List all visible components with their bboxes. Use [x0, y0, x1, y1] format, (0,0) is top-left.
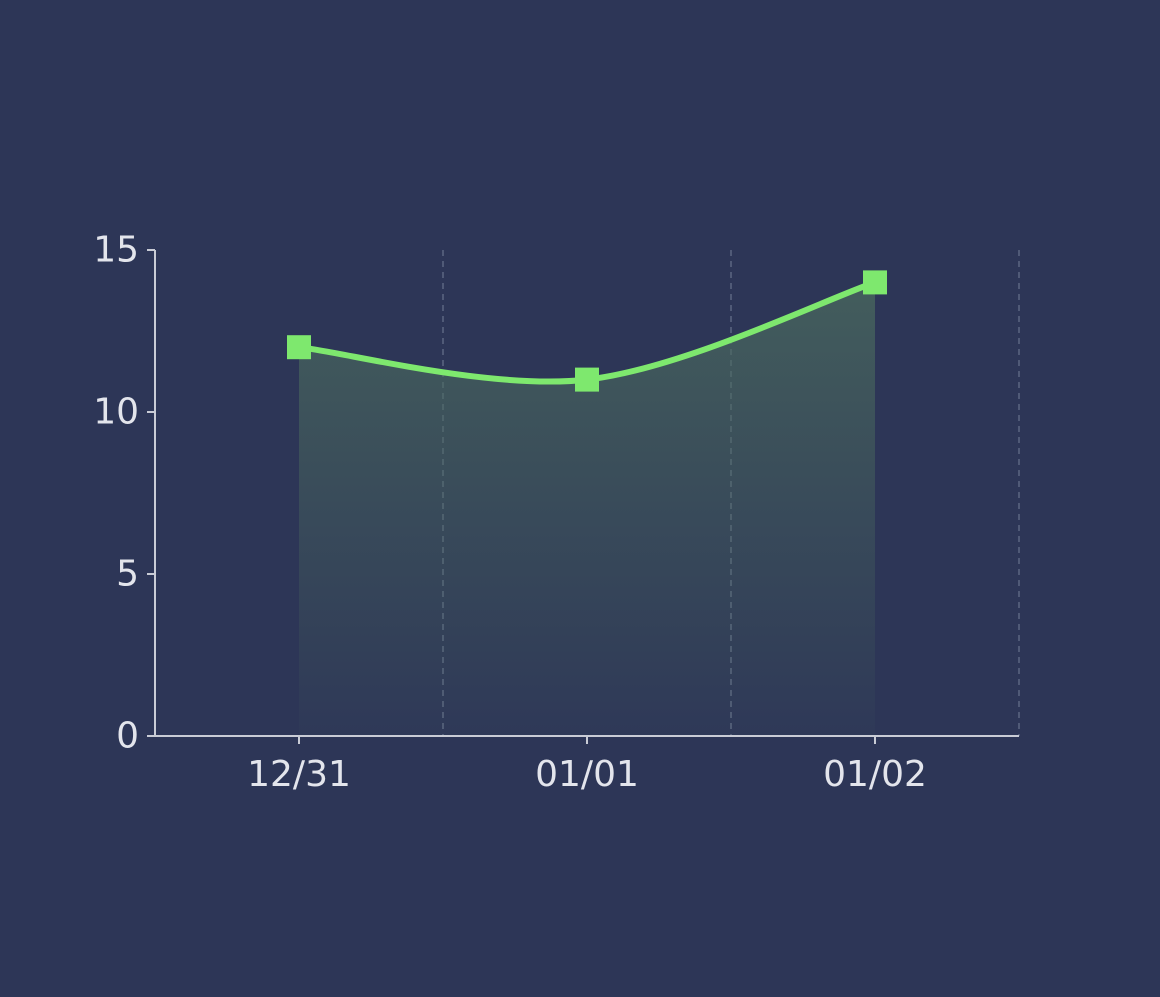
y-tick-label: 5	[116, 554, 139, 595]
data-point-marker[interactable]	[863, 270, 887, 295]
y-tick-label: 15	[93, 230, 139, 271]
area-fill	[299, 282, 875, 736]
x-tick-label: 12/31	[247, 754, 351, 795]
x-tick-label: 01/02	[823, 754, 927, 795]
y-tick-label: 10	[93, 392, 139, 433]
data-point-marker[interactable]	[287, 335, 311, 360]
series-area	[299, 282, 875, 736]
y-tick-label: 0	[116, 716, 139, 757]
tick-labels: 0 5 10 15 12/31 01/01 01/02	[93, 230, 927, 796]
data-markers	[287, 270, 887, 392]
axes	[147, 249, 1019, 744]
x-tick-label: 01/01	[535, 754, 639, 795]
data-point-marker[interactable]	[575, 367, 599, 392]
